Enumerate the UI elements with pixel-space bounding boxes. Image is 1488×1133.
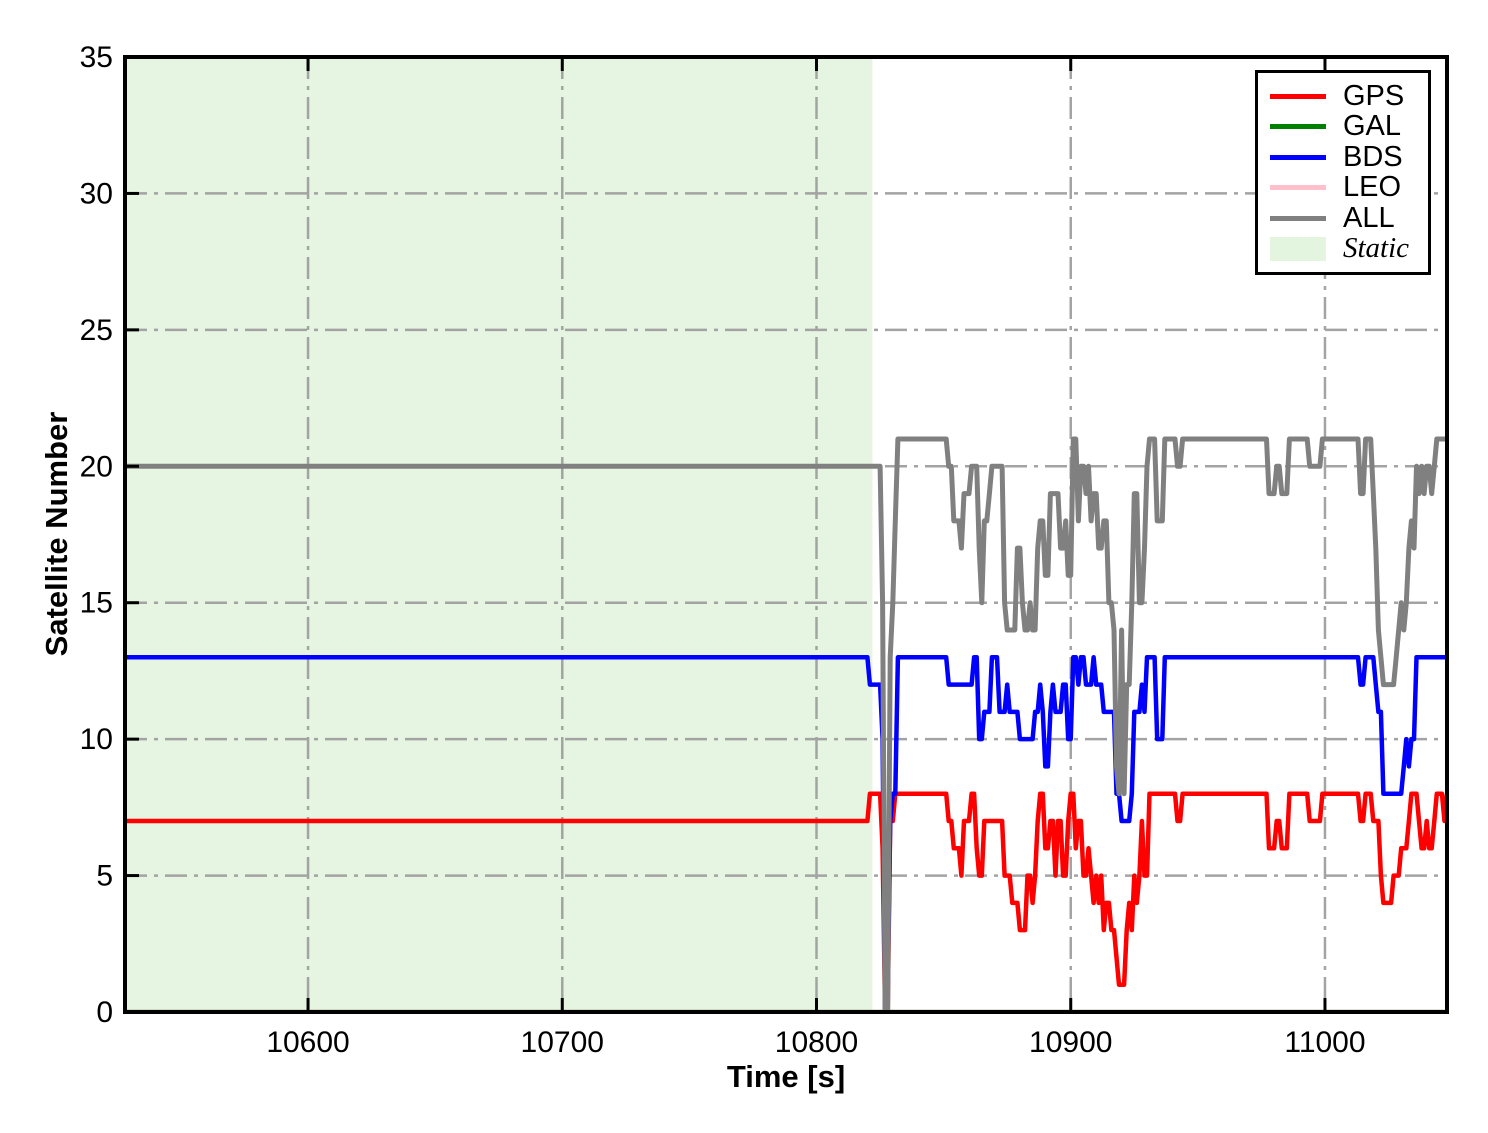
legend-item-gps: GPS — [1270, 81, 1422, 111]
x-tick-label: 10800 — [775, 1026, 858, 1059]
static-region — [125, 57, 873, 1012]
legend-item-leo: LEO — [1270, 173, 1422, 203]
legend-item-all: ALL — [1270, 203, 1422, 233]
legend-label-leo: LEO — [1343, 171, 1402, 204]
leo-line-swatch — [1270, 185, 1326, 191]
y-tick-label: 0 — [96, 996, 113, 1029]
tick-labels: 10600 10700 10800 10900 11000 0 5 10 15 20 25 30 35 — [80, 41, 1366, 1059]
x-tick-label: 11000 — [1284, 1026, 1365, 1059]
y-tick-label: 25 — [80, 314, 113, 347]
legend-label-all: ALL — [1343, 201, 1395, 234]
y-tick-label: 5 — [96, 860, 113, 893]
y-tick-label: 30 — [80, 177, 113, 210]
legend: GPS GAL BDS LEO ALL Static — [1255, 70, 1431, 275]
y-tick-label: 20 — [80, 450, 113, 483]
gal-line-swatch — [1270, 124, 1326, 130]
y-tick-label: 10 — [80, 723, 113, 756]
series-all — [125, 436, 1447, 1012]
gps-line-swatch — [1270, 93, 1326, 99]
series-bds — [125, 655, 1447, 1012]
legend-label-gps: GPS — [1343, 79, 1405, 112]
x-tick-label: 10700 — [521, 1026, 604, 1059]
legend-label-static: Static — [1343, 232, 1410, 265]
legend-item-bds: BDS — [1270, 142, 1422, 172]
x-axis-label: Time [s] — [726, 1059, 846, 1094]
plot-frame — [123, 55, 1449, 1014]
all-line-swatch — [1270, 215, 1326, 221]
legend-item-static: Static — [1270, 234, 1422, 264]
legend-item-gal: GAL — [1270, 112, 1422, 142]
tick-marks — [125, 55, 1327, 1014]
x-tick-label: 10600 — [266, 1026, 349, 1059]
bds-line-swatch — [1270, 154, 1326, 160]
x-tick-label: 10900 — [1029, 1026, 1112, 1059]
y-axis-label: Satellite Number — [39, 411, 74, 657]
legend-label-bds: BDS — [1343, 140, 1403, 173]
legend-label-gal: GAL — [1343, 110, 1402, 143]
series-gps — [125, 791, 1447, 1012]
static-region-swatch — [1270, 236, 1326, 261]
y-tick-label: 15 — [80, 587, 113, 620]
y-tick-label: 35 — [80, 41, 113, 74]
